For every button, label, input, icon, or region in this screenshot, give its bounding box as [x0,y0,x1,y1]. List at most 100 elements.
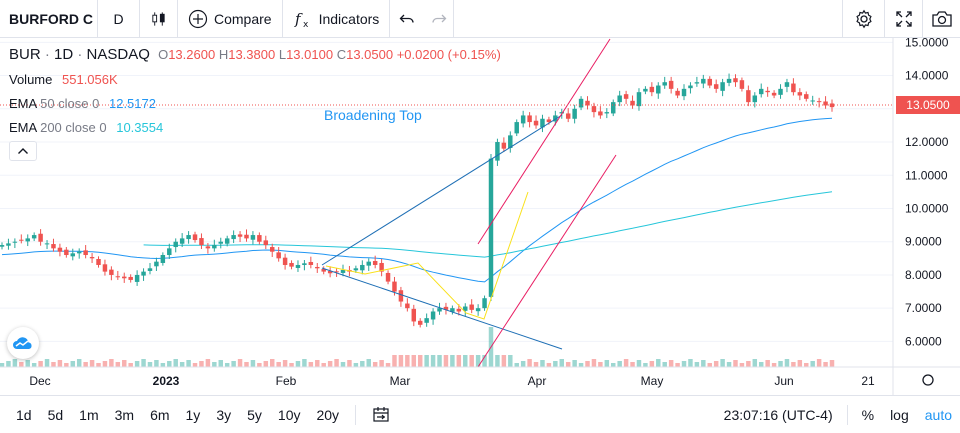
symbol-search-button[interactable]: BURFORD C [0,0,98,38]
candle-body [205,246,211,249]
volume-bar [244,362,249,367]
series-legend[interactable]: BUR · 1D · NASDAQ O13.2600 H13.3800 L13.… [9,46,501,63]
volume-bar [559,359,565,367]
ema50-legend[interactable]: EMA 50 close 0 12.5172 [9,96,156,111]
candle-body [263,240,269,246]
ema200-value: 10.3554 [116,120,164,135]
legend-collapse-button[interactable] [9,141,37,161]
range-button-3y[interactable]: 3y [216,406,232,423]
price-tick-label: 6.0000 [905,334,942,348]
volume-bar [739,363,745,367]
range-button-5d[interactable]: 5d [47,406,64,423]
redo-button[interactable] [424,0,455,38]
volume-bar [804,363,809,367]
redo-icon [432,14,447,23]
annotation-broadening-top[interactable]: Broadening Top [324,107,422,123]
candle-body [257,235,262,242]
volume-bar [51,362,56,367]
candle-body [810,100,815,102]
ema200-params: 200 close 0 [40,120,107,135]
volume-bar [720,359,725,367]
fullscreen-button[interactable] [884,0,922,38]
candle-body [250,235,256,240]
volume-legend[interactable]: Volume 551.056K [9,72,118,87]
bottom-right: 23:07:16 (UTC-4) % log auto [716,396,960,433]
range-button-1m[interactable]: 1m [79,406,99,423]
range-button-1d[interactable]: 1d [16,406,32,423]
candle-body [662,82,667,86]
plus-circle-icon [188,9,208,28]
volume-bar [315,360,320,367]
candle-body [559,112,565,114]
range-button-6m[interactable]: 6m [150,406,170,423]
volume-bar [321,363,326,367]
volume-bar [96,363,101,367]
time-axis: Dec 2023 Feb Mar Apr May Jun 21 [0,366,960,388]
volume-bar [179,362,185,367]
candle-body [520,115,526,124]
volume-bar [353,363,359,367]
candle-body [295,264,301,268]
candle-body [6,243,11,246]
tradingview-logo[interactable] [7,327,39,359]
range-button-20y[interactable]: 20y [316,406,340,423]
chart-style-button[interactable] [140,0,178,38]
volume-bar [83,362,88,367]
axis-settings-icon[interactable] [922,374,934,386]
settings-button[interactable] [842,0,884,38]
candle-body [276,252,281,259]
date-range-button[interactable] [364,396,398,433]
volume-bar [385,363,391,367]
range-button-5y[interactable]: 5y [247,406,262,423]
undo-button[interactable] [390,0,424,38]
candle-body [134,274,140,282]
candle-body [591,106,597,113]
candle-body [469,304,474,310]
volume-bar [617,361,622,367]
interval-button[interactable]: D [98,0,140,38]
undo-icon [399,14,414,23]
volume-bar [623,359,629,367]
volume-bar [501,355,507,367]
auto-scale-toggle[interactable]: auto [924,407,952,423]
volume-label: Volume [9,72,53,87]
snapshot-button[interactable] [922,0,960,38]
candle-body [643,88,648,92]
candle-body [443,306,449,310]
range-button-1y[interactable]: 1y [185,406,201,423]
candle-body [681,88,687,97]
volume-bar [668,360,674,367]
clock-time[interactable]: 23:07:16 (UTC-4) [723,407,833,423]
candle-body [340,269,346,273]
volume-bar [417,355,423,367]
volume-bar [173,359,178,367]
volume-bar [405,355,410,367]
candle-body [527,115,532,123]
volume-bar [224,363,230,367]
volume-bars [0,327,835,367]
range-buttons: 1d 5d 1m 3m 6m 1y 3y 5y 10y 20y [0,396,347,433]
volume-bar [340,362,346,367]
candle-body [398,290,404,302]
volume-bar [44,359,50,367]
candle-body [57,247,63,252]
channel-lower-line [477,154,617,368]
ema200-legend[interactable]: EMA 200 close 0 10.3554 [9,120,163,135]
candle-body [604,112,610,114]
candle-body [417,320,423,325]
volume-bar [154,360,159,367]
range-button-10y[interactable]: 10y [277,406,301,423]
candle-body [154,261,159,267]
range-button-3m[interactable]: 3m [114,406,135,423]
price-chart[interactable]: 15.000014.000013.000012.000011.000010.00… [0,38,960,395]
volume-bar [231,361,236,367]
compare-button[interactable]: Compare [178,0,283,38]
volume-bar [308,362,314,367]
log-scale-toggle[interactable]: log [890,407,909,423]
legend-high: 13.3800 [228,47,276,62]
percent-scale-toggle[interactable]: % [861,407,875,423]
candle-body [816,101,822,103]
candle-body [44,243,50,245]
indicators-label: Indicators [318,10,380,27]
